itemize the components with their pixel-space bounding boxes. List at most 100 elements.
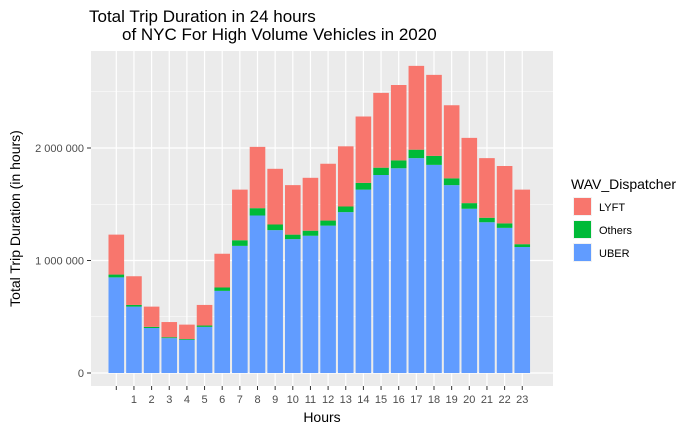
bar-others xyxy=(514,244,531,247)
bar-lyft xyxy=(479,158,495,218)
x-tick-label: 9 xyxy=(272,394,278,406)
x-tick-label: 4 xyxy=(184,394,190,406)
bar-uber xyxy=(161,338,178,373)
bar-lyft xyxy=(320,163,336,221)
bar-lyft xyxy=(461,137,478,204)
bar-lyft xyxy=(337,146,354,207)
legend-swatch-others xyxy=(574,221,591,238)
x-tick-label: 12 xyxy=(322,394,334,406)
bar-lyft xyxy=(161,322,178,338)
bar-uber xyxy=(179,339,195,373)
bar-others xyxy=(249,208,266,216)
bar-lyft xyxy=(390,85,407,161)
x-tick-label: 2 xyxy=(149,394,155,406)
bar-lyft xyxy=(426,74,442,156)
chart-title-line2: of NYC For High Volume Vehicles in 2020 xyxy=(122,25,437,44)
x-tick-label: 5 xyxy=(201,394,207,406)
x-tick-label: 6 xyxy=(219,394,225,406)
bar-others xyxy=(267,224,283,231)
bar-lyft xyxy=(373,92,389,168)
bar-lyft xyxy=(108,234,125,275)
bar-lyft xyxy=(302,177,319,231)
bar-lyft xyxy=(249,146,266,209)
bar-others xyxy=(126,304,142,307)
bar-others xyxy=(496,223,513,228)
bar-uber xyxy=(126,306,142,373)
bar-lyft xyxy=(143,306,160,327)
bar-uber xyxy=(479,222,495,373)
bar-lyft xyxy=(496,166,513,224)
bar-uber xyxy=(461,208,478,373)
bar-uber xyxy=(302,235,319,373)
x-tick-label: 20 xyxy=(463,394,475,406)
legend-title: WAV_Dispatcher xyxy=(571,176,676,192)
legend-label-uber: UBER xyxy=(599,248,630,260)
bar-lyft xyxy=(285,185,301,235)
bar-uber xyxy=(355,189,372,373)
bar-uber xyxy=(108,277,125,373)
bar-lyft xyxy=(196,304,213,326)
x-tick-label: 18 xyxy=(428,394,440,406)
x-tick-label: 8 xyxy=(254,394,260,406)
legend-swatch-lyft xyxy=(574,198,591,215)
x-tick-label: 23 xyxy=(516,394,528,406)
bar-others xyxy=(461,203,478,209)
legend-label-lyft: LYFT xyxy=(599,202,625,214)
bar-others xyxy=(373,167,389,175)
x-tick-label: 22 xyxy=(498,394,510,406)
x-tick-label: 15 xyxy=(375,394,387,406)
bar-lyft xyxy=(355,116,372,183)
bar-others xyxy=(443,178,460,186)
chart-title-line1: Total Trip Duration in 24 hours xyxy=(89,7,316,26)
bar-others xyxy=(390,160,407,169)
bar-others xyxy=(302,230,319,236)
bar-others xyxy=(320,220,336,226)
x-tick-label: 7 xyxy=(237,394,243,406)
bar-uber xyxy=(373,175,389,373)
legend: WAV_Dispatcher LYFT Others UBER xyxy=(571,176,676,262)
bar-lyft xyxy=(267,168,283,225)
bar-others xyxy=(479,217,495,223)
y-tick-label: 0 xyxy=(78,368,84,380)
x-tick-label: 3 xyxy=(166,394,172,406)
bar-uber xyxy=(249,215,266,373)
y-axis-title: Total Trip Duration (in hours) xyxy=(7,130,23,307)
bar-others xyxy=(337,206,354,213)
bar-uber xyxy=(408,158,425,373)
bar-uber xyxy=(267,230,283,373)
x-tick-label: 14 xyxy=(357,394,369,406)
bar-uber xyxy=(390,168,407,373)
bar-uber xyxy=(443,185,460,373)
y-tick-label: 1 000 000 xyxy=(35,256,84,268)
x-tick-label: 17 xyxy=(410,394,422,406)
bar-lyft xyxy=(179,324,195,340)
bar-lyft xyxy=(214,253,230,288)
x-tick-label: 21 xyxy=(481,394,493,406)
legend-label-others: Others xyxy=(599,225,633,237)
x-tick-label: 16 xyxy=(393,394,405,406)
bar-lyft xyxy=(126,276,142,305)
bar-lyft xyxy=(443,105,460,179)
bar-uber xyxy=(496,227,513,373)
bar-others xyxy=(408,149,425,159)
bar-uber xyxy=(214,290,230,373)
x-tick-label: 13 xyxy=(340,394,352,406)
bar-lyft xyxy=(514,189,531,245)
x-tick-label: 19 xyxy=(446,394,458,406)
x-tick-label: 10 xyxy=(287,394,299,406)
bar-uber xyxy=(514,247,531,373)
bar-lyft xyxy=(232,189,248,241)
bar-uber xyxy=(143,328,160,373)
bar-uber xyxy=(196,326,213,373)
bar-others xyxy=(285,234,301,240)
x-tick-label: 1 xyxy=(131,394,137,406)
bar-others xyxy=(161,337,178,339)
bar-others xyxy=(179,339,195,340)
bar-others xyxy=(196,325,213,327)
bar-others xyxy=(426,155,442,165)
bar-uber xyxy=(232,245,248,373)
bar-others xyxy=(232,240,248,246)
legend-swatch-uber xyxy=(574,244,591,261)
